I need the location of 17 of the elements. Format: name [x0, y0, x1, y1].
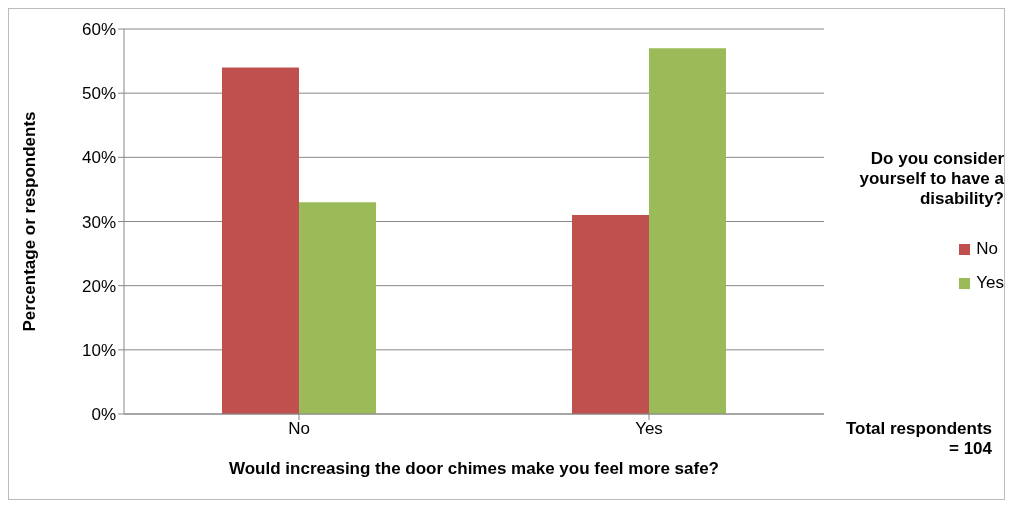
text: Total respondents = 104 — [844, 419, 992, 459]
y-tick-label: 10% — [81, 340, 116, 360]
bar — [222, 67, 299, 414]
bar — [299, 202, 376, 414]
legend-title: Do you consider yourself to have a disability? — [858, 149, 1004, 209]
legend-label: Yes — [976, 273, 1004, 293]
legend-label: No — [976, 239, 998, 259]
y-tick-label: 0% — [91, 405, 116, 425]
y-tick-label: 40% — [81, 148, 116, 168]
bar — [572, 215, 649, 414]
x-axis-title: Would increasing the door chimes make you feel more safe? — [229, 459, 719, 478]
y-axis-title: Percentage or respondents — [20, 111, 40, 332]
y-tick-label: 20% — [81, 276, 116, 296]
y-tick-label: 30% — [81, 212, 116, 232]
y-tick-label: 50% — [81, 84, 116, 104]
bar — [649, 48, 726, 414]
y-tick-label: 60% — [81, 20, 116, 40]
